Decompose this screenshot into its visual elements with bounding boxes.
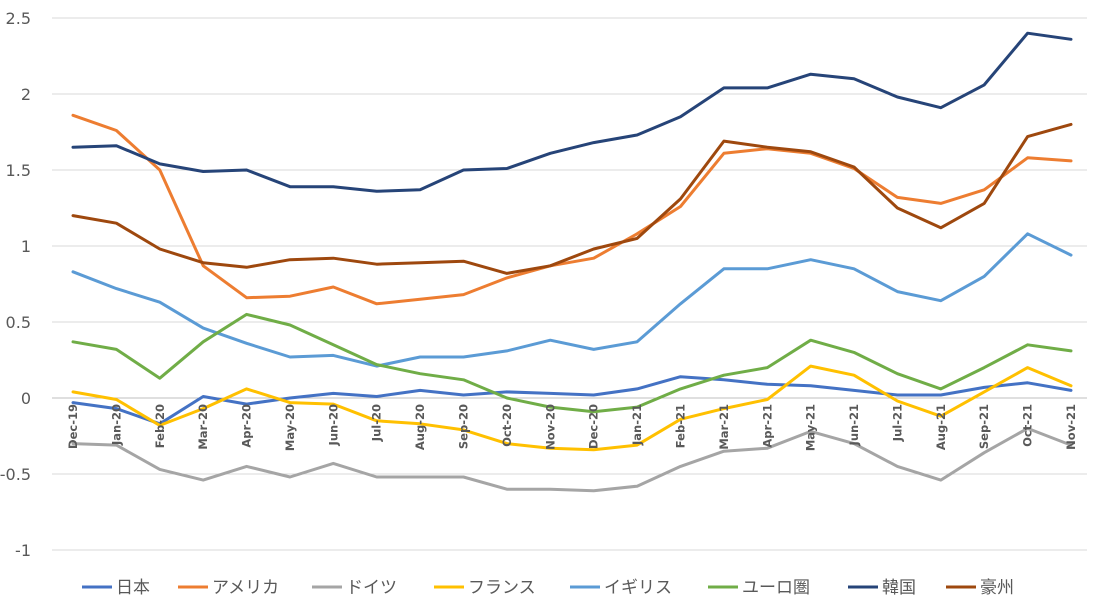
series-line-ユーロ圏 [71, 312, 1073, 414]
x-tick-label: Jun-20 [326, 404, 340, 446]
legend-label: イギリス [604, 578, 672, 598]
x-tick-label: Jun-21 [847, 404, 861, 446]
x-tick-label: Mar-20 [196, 404, 210, 450]
x-tick-label: Mar-21 [717, 404, 731, 450]
series-line-ドイツ [71, 426, 1073, 493]
x-tick-label: May-20 [283, 404, 297, 451]
x-tick-label: Nov-21 [1064, 404, 1078, 450]
y-tick-label: 0.5 [6, 313, 31, 332]
x-tick-label: Aug-21 [934, 404, 948, 450]
series-line-韓国 [71, 31, 1073, 193]
x-tick-label: May-21 [804, 404, 818, 451]
series-lines [71, 31, 1073, 493]
x-tick-label: Nov-20 [543, 404, 557, 450]
x-tick-label: Jan-21 [630, 404, 644, 446]
legend-item: ドイツ [312, 578, 397, 598]
legend-item: フランス [434, 578, 536, 598]
x-tick-label: Dec-20 [587, 404, 601, 449]
x-tick-label: Jan-20 [109, 404, 123, 446]
legend-item: アメリカ [178, 578, 279, 598]
legend-label: アメリカ [212, 578, 279, 598]
y-tick-label: -0.5 [0, 465, 31, 484]
legend-item: 韓国 [848, 578, 916, 598]
x-tick-label: Oct-21 [1021, 404, 1035, 447]
legend-label: 日本 [116, 578, 150, 598]
x-tick-label: Oct-20 [500, 404, 514, 447]
y-tick-label: 0 [21, 389, 31, 408]
x-tick-label: Sep-20 [457, 404, 471, 449]
series-line-豪州 [71, 122, 1073, 275]
x-tick-label: Apr-20 [240, 404, 254, 448]
legend-label: フランス [468, 578, 536, 598]
y-axis-ticks: 2.5 2 1.5 1 0.5 0 -0.5 -1 [0, 9, 31, 560]
legend-item: イギリス [570, 578, 672, 598]
legend-label: ユーロ圏 [742, 578, 810, 598]
legend-label: 韓国 [882, 578, 916, 598]
legend-item: 豪州 [946, 577, 1014, 598]
legend-item: ユーロ圏 [708, 578, 810, 598]
legend: 日本 アメリカ ドイツ フランス イギリス ユーロ圏 韓国 豪州 [82, 577, 1014, 598]
legend-label: 豪州 [980, 577, 1014, 598]
x-tick-label: Jul-21 [890, 404, 904, 442]
series-line-日本 [71, 375, 1073, 426]
y-tick-label: 1.5 [6, 161, 31, 180]
legend-label: ドイツ [346, 578, 397, 598]
x-tick-label: Dec-19 [66, 404, 80, 449]
y-tick-label: 2 [21, 85, 31, 104]
x-axis-ticks: Dec-19 Jan-20 Feb-20 Mar-20 Apr-20 May-20 Jun-… [66, 404, 1078, 451]
x-tick-label: Apr-21 [760, 404, 774, 448]
series-line-イギリス [71, 232, 1073, 368]
x-tick-label: Feb-21 [673, 404, 687, 448]
x-tick-label: Aug-20 [413, 404, 427, 450]
series-line-アメリカ [71, 113, 1073, 306]
legend-item: 日本 [82, 578, 150, 598]
y-tick-label: 2.5 [6, 9, 31, 28]
x-tick-label: Feb-20 [153, 404, 167, 448]
y-tick-label: 1 [21, 237, 31, 256]
gridlines [52, 17, 1087, 551]
x-tick-label: Jul-20 [370, 404, 384, 442]
series-line-フランス [71, 364, 1073, 452]
x-tick-label: Sep-21 [977, 404, 991, 449]
y-tick-label: -1 [15, 541, 31, 560]
